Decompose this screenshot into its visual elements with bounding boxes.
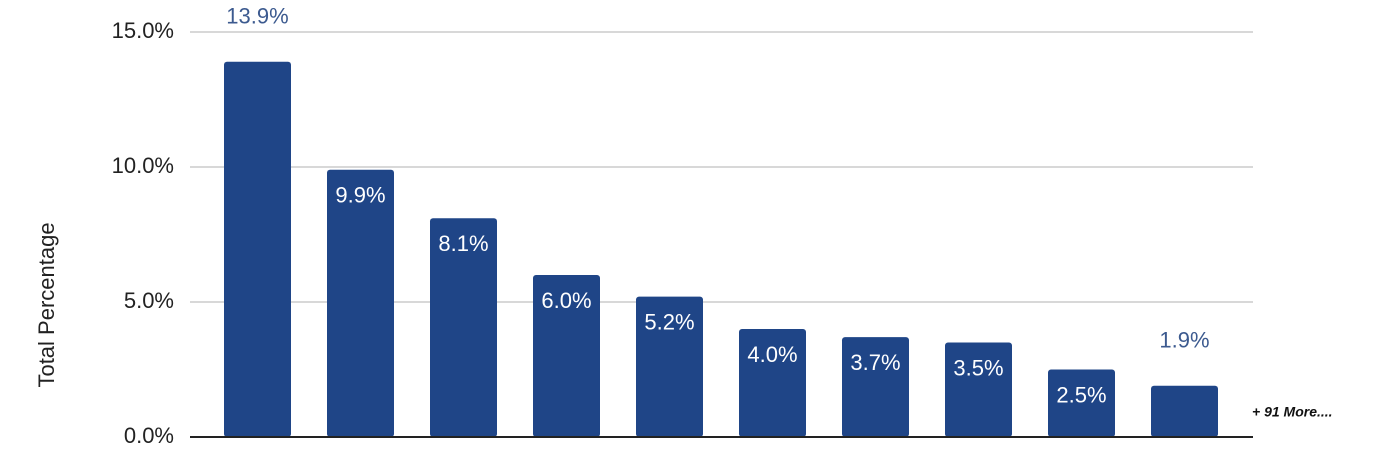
data-label: 3.5% [953,355,1003,380]
y-tick-label: 0.0% [124,423,174,448]
bar [636,296,703,437]
data-label: 4.0% [747,342,797,367]
data-label: 6.0% [541,288,591,313]
annotation: + 91 More.... [1252,404,1333,420]
data-label: 1.9% [1159,328,1209,353]
bar [224,61,291,437]
bar [327,169,394,437]
bar [533,275,600,437]
data-label: 13.9% [226,4,288,29]
y-tick-label: 5.0% [124,288,174,313]
bar [739,329,806,437]
bar [842,337,909,437]
bar [1048,369,1115,437]
y-tick-label: 15.0% [112,18,174,43]
y-tick-label: 10.0% [112,153,174,178]
data-label: 8.1% [438,231,488,256]
data-label: 5.2% [644,309,694,334]
bar [1151,385,1218,437]
bar [945,342,1012,437]
y-axis-label: Total Percentage [34,222,59,387]
data-label: 9.9% [335,183,385,208]
data-label: 3.7% [850,350,900,375]
bar [430,218,497,437]
data-label: 2.5% [1056,382,1106,407]
